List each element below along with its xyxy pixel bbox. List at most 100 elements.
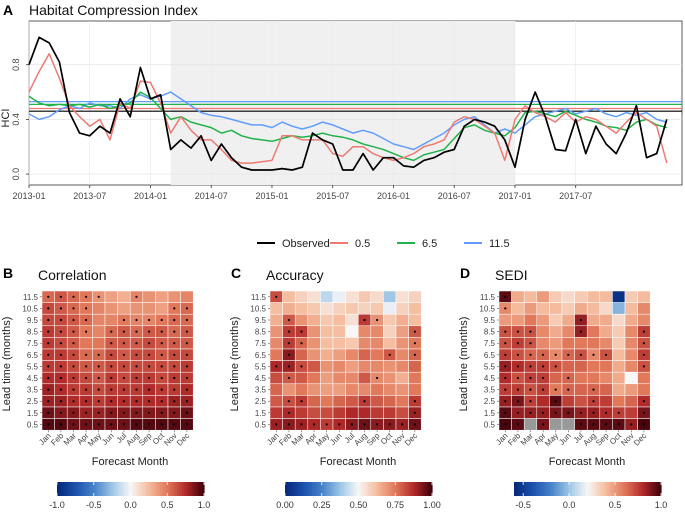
colorbar-segment — [103, 482, 107, 496]
heatmap-cell — [536, 290, 550, 303]
colorbar-segment — [292, 482, 296, 496]
significance-dot — [363, 400, 366, 403]
significance-dot — [135, 411, 138, 414]
heatmap-cell — [574, 371, 588, 385]
colorbar-segment — [76, 482, 80, 496]
colorbar-segment — [392, 482, 396, 496]
significance-dot — [160, 376, 163, 380]
heatmap-title: Correlation — [38, 267, 106, 283]
heatmap-cell — [395, 348, 409, 361]
heatmap-cell — [561, 302, 575, 315]
colorbar-segment — [658, 482, 662, 496]
significance-dot — [47, 330, 50, 333]
heatmap-cell — [92, 302, 106, 315]
heatmap-cell — [307, 290, 321, 303]
colorbar-segment — [191, 482, 195, 496]
colorbar-segment — [397, 482, 401, 496]
heatmap-cell — [383, 383, 397, 396]
significance-dot — [579, 411, 582, 414]
heatmap-cell — [383, 337, 397, 350]
heatmap-cell — [586, 302, 601, 315]
heatmap-cell — [383, 371, 397, 385]
significance-dot — [300, 330, 303, 333]
heatmap-cell — [320, 383, 334, 396]
heatmap-cell — [332, 360, 346, 373]
significance-dot — [135, 376, 138, 380]
heatmap-cell — [561, 395, 575, 408]
heatmap-cell — [599, 290, 613, 303]
significance-dot — [542, 388, 545, 391]
colorbar-segment — [553, 482, 557, 496]
colorbar-segment — [118, 482, 122, 496]
heatmap-cell — [345, 290, 359, 303]
heatmap-cell — [549, 302, 563, 315]
heatmap-cell — [612, 325, 626, 338]
colorbar-segment — [597, 482, 601, 496]
significance-dot — [97, 388, 100, 391]
y-tick-label: 0.4 — [11, 113, 21, 126]
heatmap-cell — [624, 406, 638, 419]
x-tick-label: 2014-07 — [195, 191, 228, 201]
colorbar-segment — [285, 482, 289, 496]
heatmap-cell — [92, 313, 106, 327]
significance-dot — [554, 365, 557, 368]
heatmap-cell — [549, 418, 563, 431]
x-tick-label: 2016-07 — [438, 191, 471, 201]
significance-dot — [287, 400, 290, 403]
significance-dot — [287, 353, 290, 356]
colorbar-segment — [373, 482, 377, 496]
significance-dot — [376, 376, 379, 380]
significance-dot — [542, 376, 545, 380]
heatmap-cell — [586, 313, 601, 327]
heatmap-cell — [536, 313, 550, 327]
heatmap-cell — [370, 337, 384, 350]
significance-dot — [110, 411, 113, 414]
colorbar-segment — [287, 482, 291, 496]
colorbar-segment — [155, 482, 159, 496]
colorbar-segment — [201, 482, 205, 496]
significance-dot — [59, 388, 63, 391]
y-tick-label: 10.5 — [22, 304, 38, 313]
colorbar-segment — [326, 482, 330, 496]
heatmap-cell — [269, 395, 283, 408]
colorbar-segment — [636, 482, 640, 496]
significance-dot — [59, 307, 63, 310]
significance-dot — [504, 353, 507, 356]
significance-dot — [275, 365, 278, 368]
heatmap-cell — [294, 371, 309, 385]
heatmap-cell — [294, 383, 309, 396]
y-tick-label: 9.5 — [255, 316, 267, 325]
colorbar-tick-label: 0.5 — [161, 500, 174, 510]
colorbar-tick-label: 0.0 — [563, 500, 576, 510]
heatmap-cell — [536, 302, 550, 315]
y-axis-label: Lead time (months) — [1, 317, 13, 412]
colorbar-segment — [533, 482, 537, 496]
heatmap-cell — [599, 313, 613, 327]
significance-dot — [148, 423, 151, 426]
significance-dot — [642, 342, 645, 345]
colorbar-segment — [69, 482, 73, 496]
significance-dot — [529, 400, 532, 403]
colorbar-segment — [348, 482, 352, 496]
colorbar-segment — [370, 482, 374, 496]
significance-dot — [413, 411, 416, 414]
heatmap-cell — [383, 406, 397, 419]
significance-dot — [160, 423, 163, 426]
colorbar-segment — [589, 482, 593, 496]
heatmap-cell — [357, 325, 372, 338]
colorbar-segment — [113, 482, 117, 496]
colorbar-segment — [343, 482, 347, 496]
heatmap-cell — [612, 395, 626, 408]
significance-dot — [47, 318, 50, 322]
colorbar-segment — [621, 482, 625, 496]
colorbar-segment — [402, 482, 406, 496]
heatmap-cell — [307, 313, 321, 327]
colorbar-tick-label: -0.5 — [515, 500, 531, 510]
significance-dot — [642, 400, 645, 403]
significance-dot — [554, 400, 557, 403]
heatmap-cell — [574, 302, 588, 315]
y-tick-label: 8.5 — [255, 328, 267, 337]
colorbar-segment — [167, 482, 171, 496]
significance-dot — [363, 423, 366, 426]
heatmap-cell — [536, 325, 550, 338]
